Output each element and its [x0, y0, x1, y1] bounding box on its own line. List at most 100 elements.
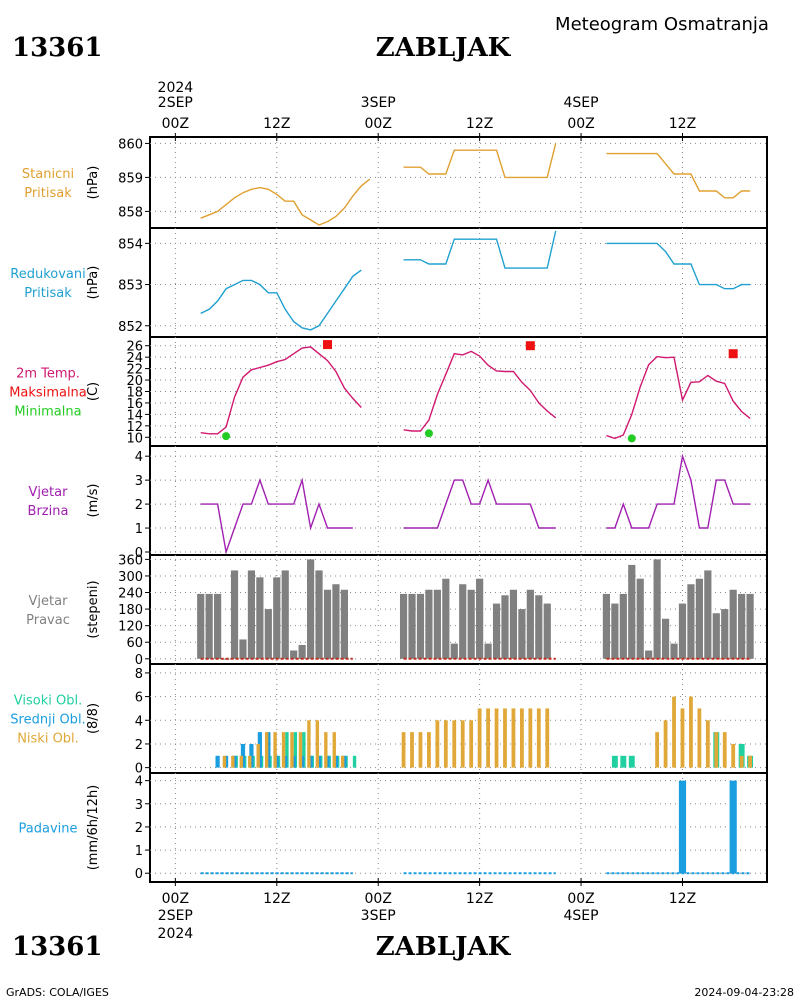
credit-text: GrADS: COLA/IGES [6, 986, 109, 999]
series-bar [273, 732, 277, 768]
y-tick-label: 18 [126, 386, 143, 401]
series-bar [704, 570, 712, 659]
y-tick-label: 20 [126, 374, 143, 389]
series-bar [663, 720, 668, 768]
panel-name-label: Brzina [28, 504, 69, 519]
series-bar [535, 595, 543, 659]
time-tick-label-bottom: 2SEP [158, 908, 193, 924]
series-bar [620, 755, 627, 768]
series-bar [469, 720, 474, 768]
series-line [200, 178, 371, 226]
series-bar [543, 603, 551, 659]
series-bar [281, 732, 286, 768]
panel-name-label: Minimalna [14, 405, 81, 420]
y-tick-label: 3 [135, 798, 143, 813]
series-bar [678, 603, 687, 659]
min-temp-marker [222, 432, 231, 441]
y-tick-label: 858 [118, 205, 143, 220]
max-temp-marker [728, 349, 738, 359]
series-bar [680, 708, 685, 768]
series-bar [697, 708, 702, 768]
series-bar [340, 589, 348, 659]
panel-unit-label: (mm/6h/12h) [86, 785, 101, 871]
series-bar [653, 559, 661, 659]
panel-precipitation: 0 1 2 3 4 (mm/6h/12h) Padavine [19, 772, 768, 886]
station-id-top: 13361 [12, 33, 102, 63]
series-bar [433, 589, 441, 659]
series-bar [628, 755, 635, 768]
series-bar [427, 732, 431, 768]
panel-name-label: Stanicni [22, 167, 74, 182]
y-tick-label: 0 [135, 867, 143, 882]
panel-name-label: Niski Obl. [17, 732, 79, 747]
series-bar [460, 720, 465, 768]
time-tick-label-bottom: 00Z [567, 891, 594, 907]
y-tick-label: 360 [118, 553, 143, 568]
series-bar [302, 732, 306, 768]
y-tick-label: 6 [135, 691, 143, 706]
series-bar [408, 593, 416, 659]
series-bar [678, 780, 687, 874]
series-bar [528, 708, 533, 768]
series-line [200, 477, 353, 555]
time-tick-label-bottom: 2024 [158, 926, 194, 942]
panel-unit-label: (stepeni) [86, 580, 101, 638]
y-tick-label: 854 [118, 237, 143, 252]
station-id-bottom: 13361 [12, 932, 102, 962]
series-bar [281, 570, 289, 659]
y-tick-label: 2 [135, 498, 143, 513]
panel-unit-label: (8/8) [86, 703, 101, 734]
series-bar [712, 613, 720, 659]
series-bar [611, 603, 619, 659]
panel-name-label: Maksimalna [9, 386, 87, 401]
series-bar [324, 732, 328, 768]
series-bar [746, 593, 754, 659]
time-tick-label-top: 2024 [158, 80, 194, 96]
time-tick-label-bottom: 12Z [466, 891, 493, 907]
time-tick-label-bottom: 12Z [263, 891, 290, 907]
panel-name-label: Pravac [26, 613, 70, 628]
time-tick-label-top: 00Z [162, 116, 189, 132]
series-line [403, 477, 556, 529]
series-bar [352, 755, 357, 768]
panel-name-label: Srednji Obl. [10, 713, 85, 728]
series-bar [729, 780, 737, 874]
y-tick-label: 0 [135, 762, 143, 777]
panel-name-label: Padavine [19, 822, 78, 837]
series-bar [477, 708, 482, 768]
series-bar [341, 755, 345, 768]
y-tick-label: 4 [135, 450, 143, 465]
series-line [606, 242, 751, 290]
series-bar [689, 696, 693, 768]
panel-wind_speed: 0 1 2 3 4 (m/s) Vjetar Brzina [28, 445, 768, 561]
station-name-bottom: ZABLJAK [376, 932, 512, 962]
series-bar [636, 578, 644, 659]
series-bar [290, 650, 298, 659]
y-tick-label: 0 [135, 546, 143, 561]
series-bar [526, 589, 534, 659]
y-tick-label: 860 [118, 137, 143, 152]
time-tick-label-bottom: 12Z [669, 891, 696, 907]
series-bar [315, 720, 320, 768]
series-bar [264, 732, 269, 768]
time-tick-label-top: 2SEP [158, 95, 193, 111]
series-bar [239, 755, 243, 768]
series-bar [222, 755, 227, 768]
series-bar [442, 578, 450, 659]
panel-unit-label: (m/s) [86, 484, 101, 518]
series-bar [492, 603, 501, 659]
series-bar [484, 643, 492, 659]
series-bar [511, 708, 516, 768]
series-line [403, 143, 557, 179]
series-bar [672, 696, 676, 768]
series-bar [450, 643, 458, 659]
y-tick-label: 16 [126, 397, 143, 412]
panel-name-label: Vjetar [29, 485, 69, 500]
series-bar [705, 720, 710, 768]
time-tick-label-bottom: 3SEP [361, 908, 396, 924]
y-tick-label: 22 [126, 363, 143, 378]
y-tick-label: 2 [135, 821, 143, 836]
min-temp-marker [424, 429, 433, 438]
series-bar [722, 732, 727, 768]
